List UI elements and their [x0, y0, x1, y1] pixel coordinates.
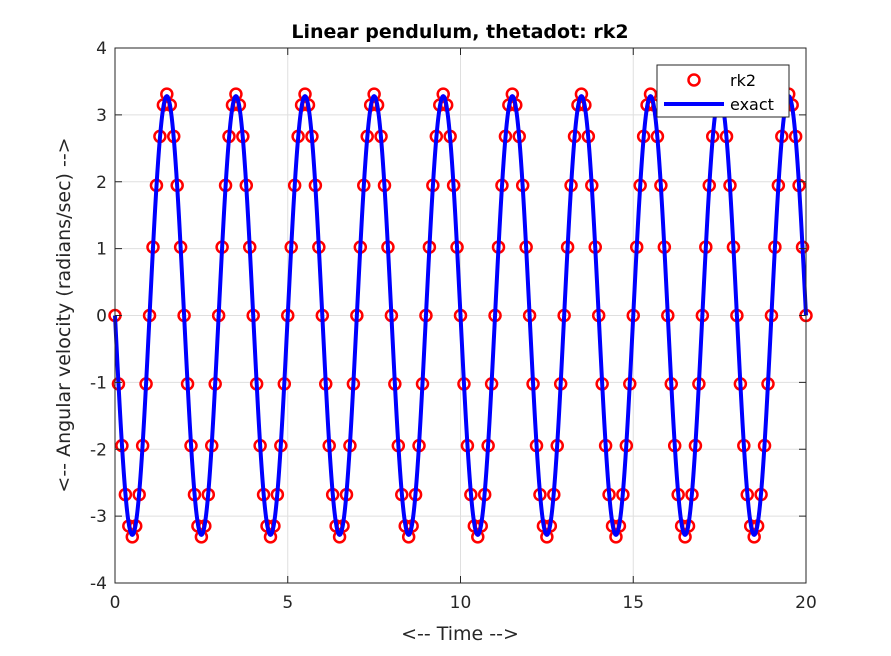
y-tick-label: -4: [90, 574, 107, 594]
y-tick-label: 0: [96, 307, 107, 327]
x-axis-label: <-- Time -->: [401, 623, 519, 645]
x-tick-label: 0: [110, 593, 121, 613]
x-tick-label: 20: [795, 593, 817, 613]
y-axis-label: <-- Angular velocity (radians/sec) -->: [53, 137, 75, 492]
ticks: 0 5 10 15 20 -4 -3 -2 -1 0 1 2 3 4: [90, 39, 817, 613]
chart-title: Linear pendulum, thetadot: rk2: [291, 21, 628, 43]
y-tick-label: 3: [96, 106, 107, 126]
y-tick-label: -3: [90, 507, 107, 527]
x-tick-label: 5: [282, 593, 293, 613]
y-tick-label: 4: [96, 39, 107, 59]
y-tick-label: 2: [96, 173, 107, 193]
y-tick-label: -1: [90, 373, 107, 393]
legend-rk2-label: rk2: [730, 71, 756, 90]
legend-rk2-marker: [687, 73, 701, 87]
x-tick-label: 15: [622, 593, 644, 613]
exact-line: [113, 94, 808, 537]
legend-exact-label: exact: [730, 95, 774, 114]
y-tick-label: -2: [90, 440, 107, 460]
x-tick-label: 10: [450, 593, 472, 613]
legend-box: [656, 64, 790, 118]
legend: rk2 exact: [656, 64, 790, 118]
y-tick-label: 1: [96, 240, 107, 260]
